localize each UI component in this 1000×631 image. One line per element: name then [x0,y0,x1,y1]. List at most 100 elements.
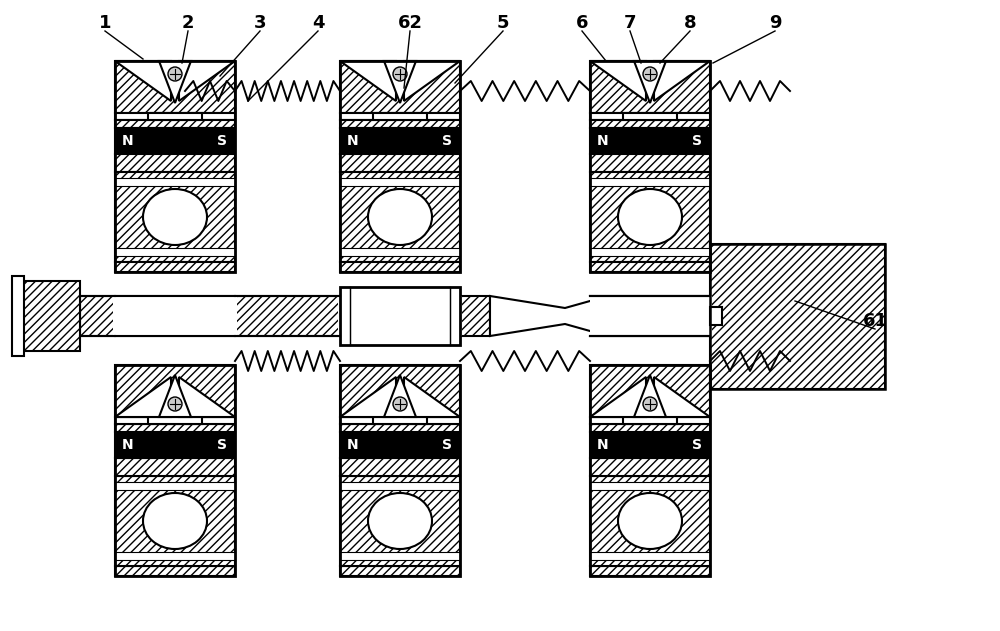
Bar [590,432,710,458]
Bar [710,307,722,325]
Text: S: S [217,134,227,148]
Bar [340,248,460,256]
Ellipse shape [618,189,682,245]
Polygon shape [384,375,416,417]
Ellipse shape [618,493,682,549]
Bar [590,128,710,154]
Ellipse shape [368,189,432,245]
Bar [588,296,712,336]
Polygon shape [654,61,710,101]
Text: N: N [597,438,609,452]
Bar [590,476,710,566]
Bar [340,128,460,154]
Bar [340,365,460,576]
Polygon shape [179,61,235,101]
Bar [590,248,710,256]
Ellipse shape [643,67,657,81]
Ellipse shape [368,493,432,549]
Ellipse shape [168,67,182,81]
Bar [115,61,235,113]
Bar [590,61,710,272]
Text: 61: 61 [862,312,888,330]
Polygon shape [404,61,460,101]
Bar [115,476,235,566]
Bar [590,552,710,560]
Bar [590,458,710,476]
Bar [115,552,235,560]
Bar [373,113,427,120]
Text: 5: 5 [497,14,509,32]
Bar [340,566,460,576]
Ellipse shape [168,397,182,411]
Text: S: S [217,438,227,452]
Polygon shape [634,61,666,103]
Polygon shape [634,375,666,417]
Polygon shape [340,61,396,101]
Bar [710,244,885,389]
Bar [338,296,462,336]
Bar [460,296,490,336]
Bar [12,276,24,356]
Ellipse shape [393,67,407,81]
Text: N: N [597,134,609,148]
Bar [590,365,710,576]
Bar [113,296,237,336]
Bar [710,244,885,389]
Polygon shape [490,296,600,336]
Bar [115,120,235,128]
Bar [340,120,460,128]
Text: 1: 1 [99,14,111,32]
Bar [340,113,460,120]
Bar [590,365,710,417]
Ellipse shape [393,397,407,411]
Bar [590,262,710,272]
Bar [623,417,677,424]
Text: 9: 9 [769,14,781,32]
Bar [115,424,235,432]
Text: S: S [442,438,452,452]
Bar [340,458,460,476]
Bar [590,417,710,424]
Bar [590,172,710,262]
Bar [115,262,235,272]
Text: 3: 3 [254,14,266,32]
Bar [115,113,235,120]
Bar [340,417,460,424]
Bar [590,120,710,128]
Polygon shape [159,375,191,417]
Bar [148,113,202,120]
Polygon shape [590,377,646,417]
Bar [590,424,710,432]
Polygon shape [115,377,171,417]
Text: S: S [442,134,452,148]
Bar [340,178,460,186]
Bar [340,172,460,262]
Bar [590,482,710,490]
Bar [115,417,235,424]
Polygon shape [115,61,171,101]
Bar [590,296,710,336]
Bar [115,61,235,272]
Bar [115,365,235,417]
Text: 8: 8 [684,14,696,32]
Bar [115,365,235,576]
Bar [115,482,235,490]
Bar [340,365,460,417]
Polygon shape [159,61,191,103]
Bar [590,154,710,172]
Text: 4: 4 [312,14,324,32]
Text: 6: 6 [576,14,588,32]
Ellipse shape [643,397,657,411]
Polygon shape [179,377,235,417]
Text: 62: 62 [398,14,422,32]
Bar [115,172,235,262]
Bar [115,566,235,576]
Bar [340,262,460,272]
Text: 2: 2 [182,14,194,32]
Bar [590,178,710,186]
Bar [115,432,235,458]
Text: 7: 7 [624,14,636,32]
Text: S: S [692,438,702,452]
Bar [340,552,460,560]
Polygon shape [654,377,710,417]
